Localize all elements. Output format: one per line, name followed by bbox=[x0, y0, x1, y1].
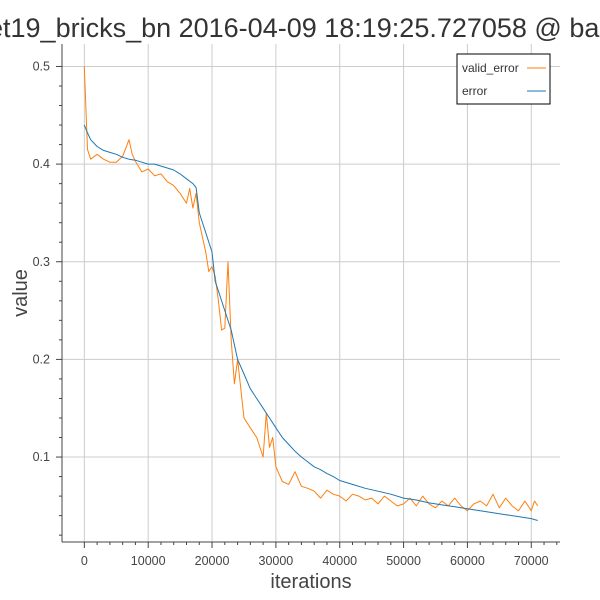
tick-labels: 0 10000 20000 30000 40000 50000 60000 70000 0.1 0… bbox=[33, 59, 549, 568]
axes bbox=[56, 44, 560, 548]
series-line-error bbox=[83, 124, 538, 521]
x-tick-label: 50000 bbox=[386, 554, 421, 568]
x-tick-label: 10000 bbox=[131, 554, 166, 568]
x-tick-label: 40000 bbox=[322, 554, 357, 568]
series-line-valid-error bbox=[83, 66, 539, 512]
grid bbox=[62, 44, 560, 542]
y-tick-label: 0.3 bbox=[33, 255, 50, 269]
y-tick-label: 0.1 bbox=[33, 450, 50, 464]
x-tick-label: 20000 bbox=[195, 554, 230, 568]
y-tick-label: 0.2 bbox=[33, 352, 50, 366]
y-tick-label: 0.4 bbox=[33, 157, 50, 171]
x-tick-label: 30000 bbox=[259, 554, 294, 568]
series-lines bbox=[83, 66, 539, 521]
x-tick-label: 60000 bbox=[450, 554, 485, 568]
y-tick-label: 0.5 bbox=[33, 59, 50, 73]
legend-label: valid_error bbox=[462, 61, 519, 75]
chart-title: et19_bricks_bn 2016-04-09 18:19:25.72705… bbox=[0, 13, 600, 43]
x-tick-label: 70000 bbox=[514, 554, 549, 568]
x-tick-label: 0 bbox=[81, 554, 88, 568]
legend-label: error bbox=[462, 84, 487, 98]
x-axis-title: iterations bbox=[270, 571, 351, 593]
y-axis-title: value bbox=[10, 269, 32, 317]
legend-box bbox=[456, 53, 551, 105]
